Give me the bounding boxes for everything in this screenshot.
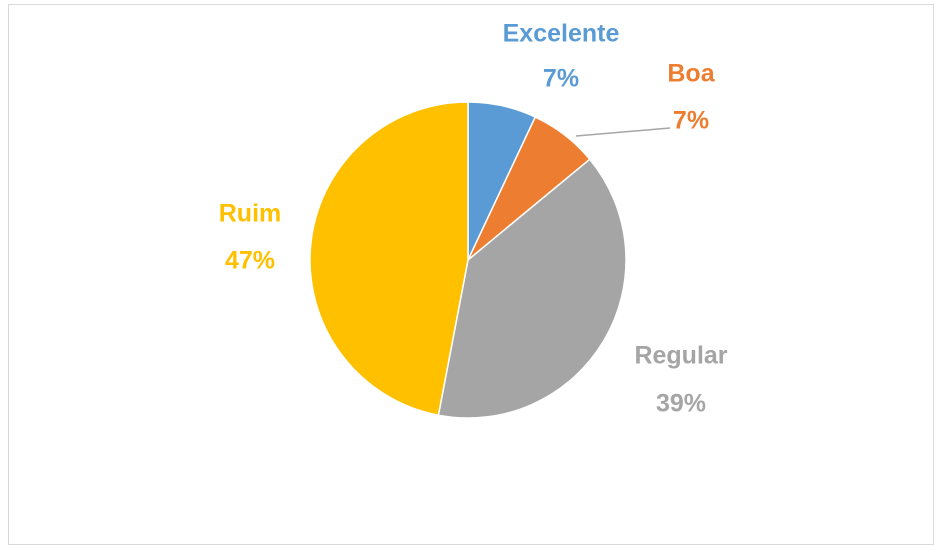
pie-slice <box>309 101 469 417</box>
slice-label: Regular <box>634 342 727 370</box>
slice-label: Ruim <box>219 200 282 228</box>
slice-value-label: 39% <box>656 390 706 418</box>
leader-line <box>575 127 671 137</box>
slice-label: Boa <box>667 60 715 88</box>
slice-label: Excelente <box>503 20 620 48</box>
pie-slice <box>437 158 627 419</box>
slice-value-label: 7% <box>543 65 579 93</box>
slice-value-label: 47% <box>225 247 275 275</box>
slice-value-label: 7% <box>673 107 709 135</box>
